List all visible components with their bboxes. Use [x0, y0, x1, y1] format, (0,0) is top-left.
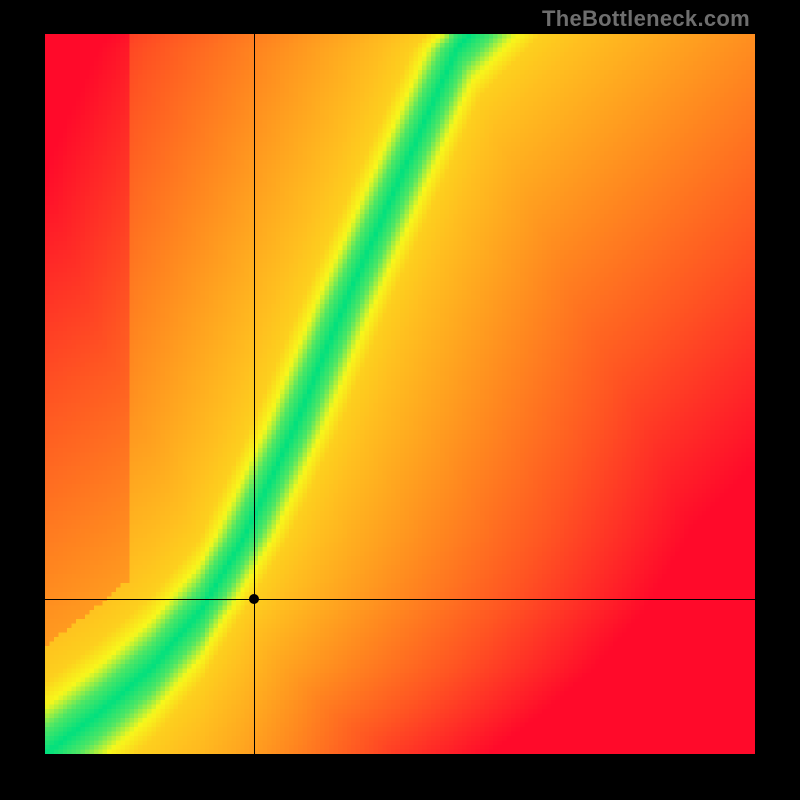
- crosshair-horizontal: [45, 599, 755, 600]
- heatmap-plot: [45, 34, 755, 754]
- crosshair-vertical: [254, 34, 255, 754]
- watermark-text: TheBottleneck.com: [542, 6, 750, 32]
- heatmap-canvas: [45, 34, 755, 754]
